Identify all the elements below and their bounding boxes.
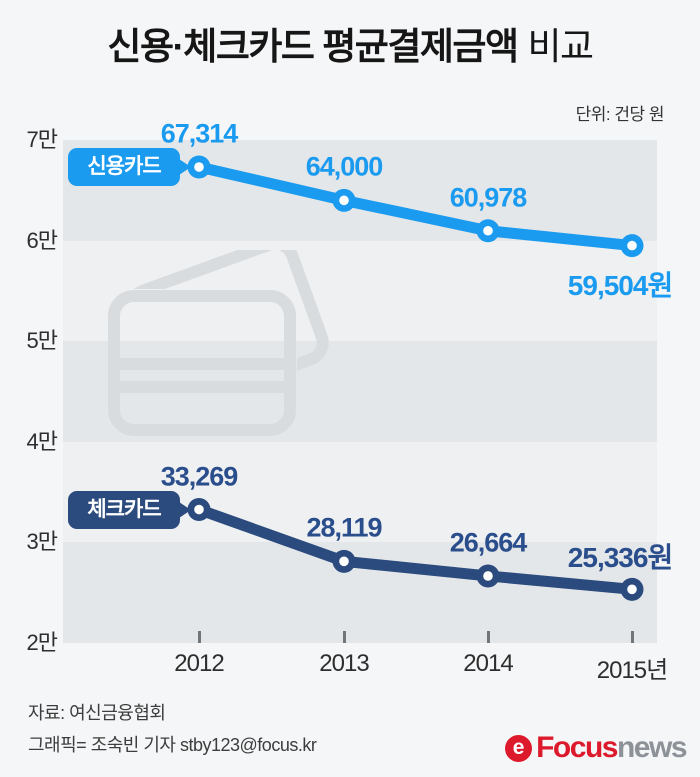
x-axis-tick: [197, 631, 201, 643]
x-axis-tick: [630, 631, 634, 643]
page-title-main: 신용·체크카드 평균결제금액: [107, 26, 519, 67]
logo-text-focus: Focus: [536, 731, 618, 764]
data-point-center: [627, 584, 637, 595]
x-axis-label: 2015년: [596, 657, 668, 684]
data-value-label: 26,664: [449, 527, 528, 558]
data-value-label: 64,000: [305, 151, 384, 182]
data-point-center: [339, 195, 349, 206]
credit-cards-watermark-icon: [108, 250, 329, 436]
data-value-label: 28,119: [306, 512, 382, 543]
data-point-center: [483, 225, 493, 236]
y-axis-label: 2만: [26, 630, 58, 655]
page-title-sub: 비교: [527, 26, 595, 67]
x-axis-label: 2014: [463, 650, 513, 677]
data-value-label: 59,504원: [567, 269, 673, 301]
data-value-label: 60,978: [449, 182, 528, 213]
data-value-label: 25,336원: [567, 542, 673, 574]
logo-text-news: news: [616, 731, 688, 764]
series-line-1: [197, 504, 633, 595]
x-axis-label: 2012: [174, 650, 224, 677]
page-title: 신용·체크카드 평균결제금액 비교: [0, 16, 700, 70]
data-point-center: [627, 240, 637, 251]
data-point-center: [194, 504, 204, 515]
y-axis-label: 3만: [26, 529, 58, 555]
focus-e-icon: e: [505, 734, 533, 762]
graphic-credit: 그래픽= 조숙빈 기자 stby123@focus.kr: [28, 735, 317, 755]
data-value-label: 67,314: [160, 118, 239, 149]
y-axis-label: 5만: [26, 328, 58, 354]
x-axis-tick: [486, 631, 490, 643]
focus-news-logo: e Focus news: [505, 731, 688, 765]
x-axis-label: 2013: [319, 650, 369, 677]
data-point-center: [194, 162, 204, 172]
y-axis-label: 6만: [26, 227, 58, 253]
x-axis-tick: [342, 631, 346, 643]
y-axis-label: 4만: [26, 428, 58, 454]
front-card-shape: [108, 290, 296, 436]
source-note: 자료: 여신금융협회: [28, 703, 166, 723]
legend-check-card: 체크카드: [68, 490, 191, 529]
series-line-0: [197, 161, 633, 252]
legend-credit-card: 신용카드: [68, 148, 191, 187]
data-value-label: 33,269: [160, 461, 239, 491]
unit-label: 단위: 건당 원: [575, 105, 665, 124]
data-point-center: [339, 556, 349, 567]
data-point-center: [483, 571, 493, 581]
y-axis-label: 7만: [26, 127, 58, 152]
